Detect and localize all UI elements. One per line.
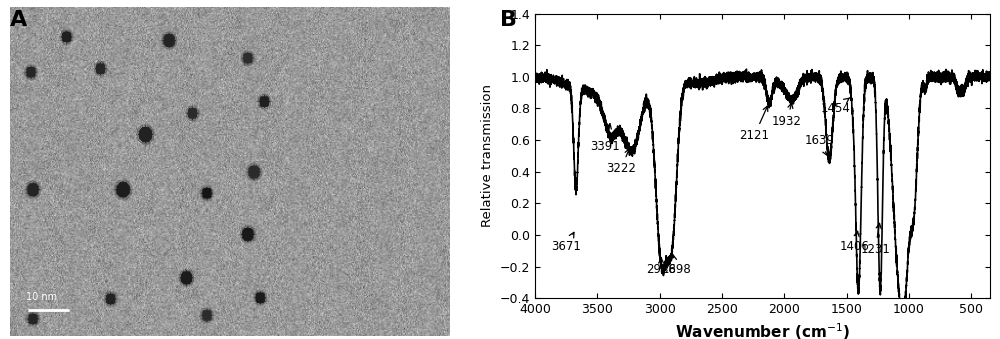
Text: B: B xyxy=(500,10,517,30)
Text: 3391: 3391 xyxy=(590,124,620,153)
Text: 1932: 1932 xyxy=(772,103,802,128)
Y-axis label: Relative transmission: Relative transmission xyxy=(481,84,494,227)
Text: 1406: 1406 xyxy=(840,231,870,253)
Text: 1454: 1454 xyxy=(820,98,850,115)
Text: 1231: 1231 xyxy=(860,223,890,256)
Text: 3222: 3222 xyxy=(606,149,636,175)
Text: 2986: 2986 xyxy=(646,258,676,276)
Text: 2121: 2121 xyxy=(739,106,769,142)
Text: 10 nm: 10 nm xyxy=(26,292,57,302)
Text: A: A xyxy=(10,10,27,30)
X-axis label: Wavenumber (cm$^{-1}$): Wavenumber (cm$^{-1}$) xyxy=(675,322,850,339)
Text: 1639: 1639 xyxy=(804,134,834,155)
Text: 2898: 2898 xyxy=(661,255,691,276)
Text: 3671: 3671 xyxy=(551,232,581,253)
